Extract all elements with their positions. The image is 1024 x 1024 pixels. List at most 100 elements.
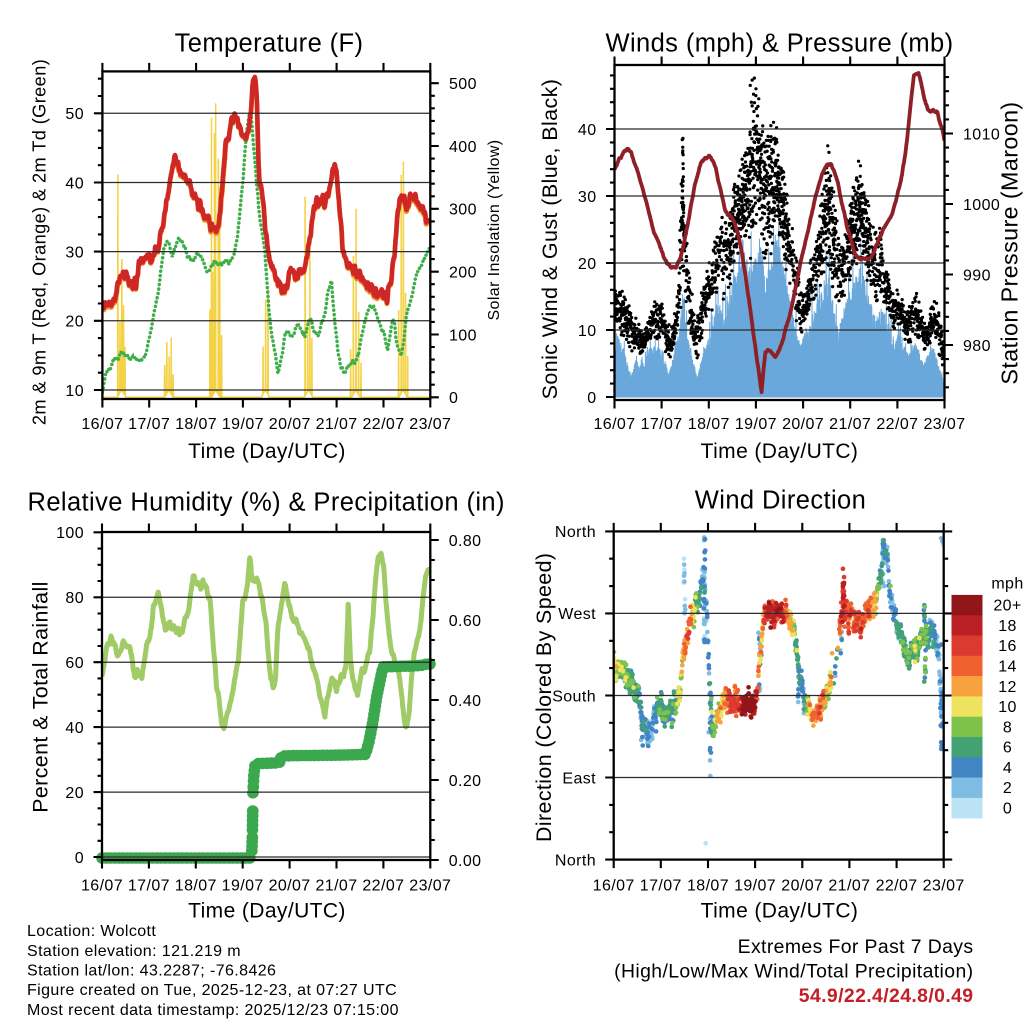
svg-text:300: 300 xyxy=(449,202,477,219)
svg-text:17/07: 17/07 xyxy=(128,878,170,895)
svg-text:19/07: 19/07 xyxy=(734,878,776,895)
svg-text:20/07: 20/07 xyxy=(269,878,311,895)
svg-text:Time (Day/UTC): Time (Day/UTC) xyxy=(701,440,859,463)
svg-text:980: 980 xyxy=(963,338,991,355)
svg-text:18/07: 18/07 xyxy=(175,878,217,895)
svg-text:40: 40 xyxy=(578,122,597,139)
svg-text:Station Pressure (Maroon): Station Pressure (Maroon) xyxy=(997,101,1023,384)
svg-text:23/07: 23/07 xyxy=(923,416,965,433)
svg-text:0: 0 xyxy=(75,850,84,867)
svg-text:18/07: 18/07 xyxy=(688,416,730,433)
svg-text:0: 0 xyxy=(1003,801,1012,818)
svg-text:East: East xyxy=(562,770,596,787)
svg-text:19/07: 19/07 xyxy=(735,416,777,433)
svg-text:20+: 20+ xyxy=(993,598,1021,615)
svg-text:Time (Day/UTC): Time (Day/UTC) xyxy=(188,899,346,922)
svg-text:Wind Direction: Wind Direction xyxy=(695,487,866,515)
svg-text:54.9/22.4/24.8/0.49: 54.9/22.4/24.8/0.49 xyxy=(799,985,974,1007)
svg-text:Extremes For Past 7 Days: Extremes For Past 7 Days xyxy=(738,936,974,958)
svg-text:100: 100 xyxy=(449,327,477,344)
svg-text:Sonic Wind & Gust (Blue, Black: Sonic Wind & Gust (Blue, Black) xyxy=(538,79,562,400)
svg-text:(High/Low/Max Wind/Total Preci: (High/Low/Max Wind/Total Precipitation) xyxy=(614,961,973,983)
svg-text:990: 990 xyxy=(963,267,991,284)
svg-text:0: 0 xyxy=(587,390,596,407)
svg-text:18/07: 18/07 xyxy=(687,878,729,895)
svg-text:16/07: 16/07 xyxy=(81,878,123,895)
svg-text:500: 500 xyxy=(449,76,477,93)
svg-text:18/07: 18/07 xyxy=(175,416,217,433)
svg-text:2m & 9m T (Red, Orange) & 2m T: 2m & 9m T (Red, Orange) & 2m Td (Green) xyxy=(30,59,50,425)
svg-text:17/07: 17/07 xyxy=(640,878,682,895)
svg-text:12: 12 xyxy=(998,679,1017,696)
svg-text:20/07: 20/07 xyxy=(781,878,823,895)
svg-text:2: 2 xyxy=(1003,780,1012,797)
svg-text:16/07: 16/07 xyxy=(593,878,635,895)
svg-text:Temperature (F): Temperature (F) xyxy=(175,30,364,58)
svg-text:1010: 1010 xyxy=(963,126,1000,143)
svg-text:0.80: 0.80 xyxy=(449,533,482,550)
svg-text:16: 16 xyxy=(998,638,1017,655)
svg-text:Station lat/lon: 43.2287; -76.: Station lat/lon: 43.2287; -76.8426 xyxy=(27,963,276,980)
svg-text:8: 8 xyxy=(1003,719,1012,736)
svg-text:400: 400 xyxy=(449,139,477,156)
svg-text:20: 20 xyxy=(65,785,84,802)
svg-text:South: South xyxy=(552,688,596,705)
svg-text:mph: mph xyxy=(991,576,1023,593)
svg-text:Figure created on Tue, 2025-12: Figure created on Tue, 2025-12-23, at 07… xyxy=(27,982,397,999)
svg-text:200: 200 xyxy=(449,265,477,282)
svg-text:0.60: 0.60 xyxy=(449,613,482,630)
svg-text:22/07: 22/07 xyxy=(362,416,404,433)
svg-text:40: 40 xyxy=(65,175,84,192)
svg-text:North: North xyxy=(555,852,596,869)
svg-text:Time (Day/UTC): Time (Day/UTC) xyxy=(701,899,859,922)
svg-text:10: 10 xyxy=(65,383,84,400)
svg-text:Station elevation: 121.219 m: Station elevation: 121.219 m xyxy=(27,943,241,960)
svg-text:Relative Humidity (%) & Precip: Relative Humidity (%) & Precipitation (i… xyxy=(28,489,505,517)
svg-text:23/07: 23/07 xyxy=(923,878,965,895)
svg-text:19/07: 19/07 xyxy=(222,878,264,895)
svg-text:16/07: 16/07 xyxy=(593,416,635,433)
svg-text:21/07: 21/07 xyxy=(315,878,357,895)
svg-text:Percent & Total Rainfall: Percent & Total Rainfall xyxy=(29,581,53,813)
svg-text:1000: 1000 xyxy=(963,197,1000,214)
svg-text:60: 60 xyxy=(65,655,84,672)
svg-text:Time (Day/UTC): Time (Day/UTC) xyxy=(188,440,346,463)
svg-text:14: 14 xyxy=(998,658,1017,675)
svg-text:80: 80 xyxy=(65,590,84,607)
svg-text:19/07: 19/07 xyxy=(222,416,264,433)
svg-text:50: 50 xyxy=(65,106,84,123)
svg-text:10: 10 xyxy=(578,323,597,340)
svg-text:20/07: 20/07 xyxy=(782,416,824,433)
svg-text:20/07: 20/07 xyxy=(269,416,311,433)
svg-text:23/07: 23/07 xyxy=(409,416,451,433)
svg-text:17/07: 17/07 xyxy=(128,416,170,433)
svg-text:Solar Insolation (Yellow): Solar Insolation (Yellow) xyxy=(486,139,503,320)
svg-text:Location: Wolcott: Location: Wolcott xyxy=(27,923,156,940)
svg-text:0: 0 xyxy=(449,390,458,407)
svg-text:10: 10 xyxy=(998,699,1017,716)
svg-text:22/07: 22/07 xyxy=(362,878,404,895)
svg-text:20: 20 xyxy=(65,314,84,331)
svg-text:21/07: 21/07 xyxy=(316,416,358,433)
svg-text:21/07: 21/07 xyxy=(828,878,870,895)
svg-text:23/07: 23/07 xyxy=(409,878,451,895)
svg-text:20: 20 xyxy=(578,256,597,273)
svg-text:Direction (Colored By Speed): Direction (Colored By Speed) xyxy=(532,553,556,842)
svg-text:16/07: 16/07 xyxy=(81,416,123,433)
svg-text:0.20: 0.20 xyxy=(449,773,482,790)
svg-text:6: 6 xyxy=(1003,740,1012,757)
svg-text:100: 100 xyxy=(56,525,84,542)
svg-text:North: North xyxy=(555,524,596,541)
svg-text:West: West xyxy=(558,606,596,623)
svg-text:4: 4 xyxy=(1003,760,1012,777)
svg-text:21/07: 21/07 xyxy=(829,416,871,433)
svg-text:Most recent data timestamp: 20: Most recent data timestamp: 2025/12/23 0… xyxy=(27,1002,399,1019)
svg-text:Winds (mph) & Pressure (mb): Winds (mph) & Pressure (mb) xyxy=(605,30,953,58)
svg-text:22/07: 22/07 xyxy=(876,878,918,895)
svg-text:40: 40 xyxy=(65,720,84,737)
svg-text:22/07: 22/07 xyxy=(876,416,918,433)
svg-text:30: 30 xyxy=(578,189,597,206)
svg-text:17/07: 17/07 xyxy=(641,416,683,433)
svg-text:0.40: 0.40 xyxy=(449,693,482,710)
svg-text:0.00: 0.00 xyxy=(449,853,482,870)
